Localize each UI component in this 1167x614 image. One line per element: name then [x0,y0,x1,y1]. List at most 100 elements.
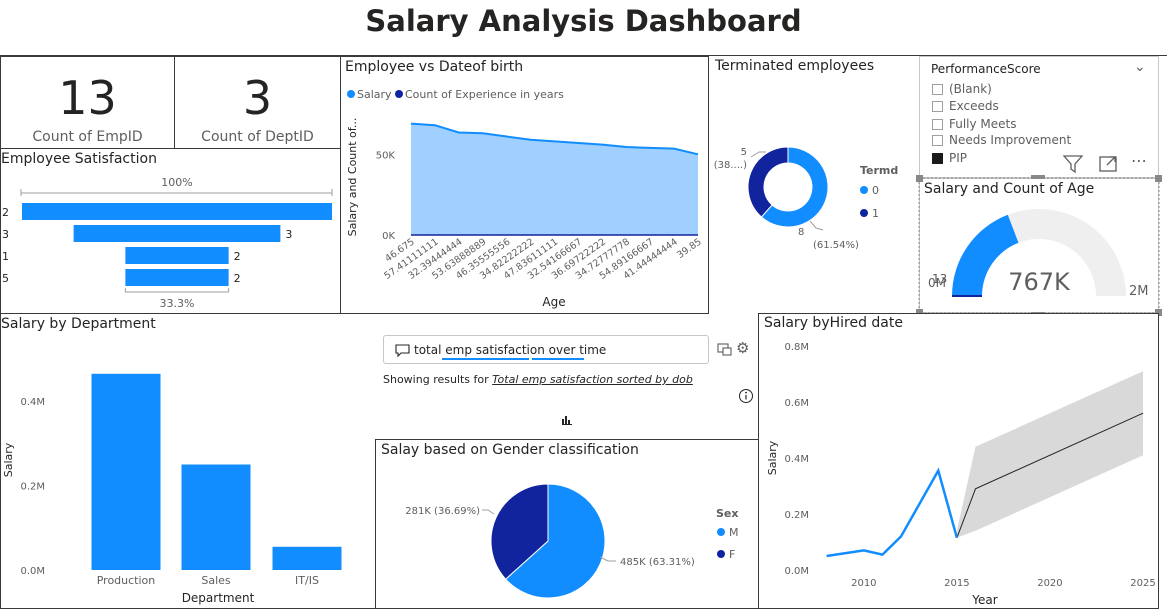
x-tick-label: 2020 [1037,578,1062,589]
x-tick-label: 2015 [944,578,969,589]
selection-frame [916,175,1162,316]
terminated-card[interactable]: Terminated employees 5 (38....) 8 (61.54%) T… [709,56,919,314]
donut-slice [747,146,789,218]
slicer-item-pip[interactable]: PIP [932,151,967,165]
funnel-value-label: 3 [285,228,292,241]
visual-type-icon [562,416,572,425]
dob-chart-title: Employee vs Dateof birth [345,59,524,75]
gauge-card[interactable]: Salary and Count of Age 767K 0M 13 2M [919,178,1159,313]
legend-marker-m [717,528,725,536]
y-tick-label: 0.2M [784,510,809,521]
slicer-item-label: Exceeds [949,99,999,113]
funnel-bar [73,225,281,242]
legend-label: 0 [872,184,879,197]
qa-showing-prefix: Showing results for [383,373,493,386]
funnel-bottom-label: 33.3% [160,297,195,310]
slicer-item-label: Needs Improvement [949,133,1072,147]
checkbox[interactable] [932,100,943,112]
legend-marker-1 [860,209,868,217]
x-axis-title: Department [182,591,255,605]
performance-slicer[interactable]: PerformanceScore ⌄ (Blank) Exceeds Fully… [919,56,1159,178]
department-chart-card[interactable]: Salary by Department 0.4M 0.2M 0.0M Product… [0,313,376,609]
kpi-card-deptid[interactable]: 3 Count of DeptID [174,56,341,149]
qa-showing-link[interactable]: Total emp satisfaction sorted by dob [492,373,693,386]
x-tick-label: Production [97,574,156,587]
y-tick-label: 0.2M [20,482,45,493]
y-tick-label: 0.4M [20,397,45,408]
funnel-bar [125,269,229,286]
slicer-item-fully-meets[interactable]: Fully Meets [932,117,1017,131]
gear-icon[interactable]: ⚙ [736,339,750,357]
chevron-down-icon[interactable]: ⌄ [1134,59,1146,75]
terminated-title: Terminated employees [715,58,875,74]
kpi-label: Count of EmpID [32,129,143,145]
qa-input[interactable]: total emp satisfaction over time [383,335,709,364]
funnel-category-label: 3 [2,228,9,241]
checkbox[interactable] [932,134,943,146]
legend-title: Termd [860,164,898,177]
qa-query-text[interactable]: total emp satisfaction over time [414,343,607,357]
y-tick-label: 0.0M [784,566,809,577]
salary-series-line [410,122,699,156]
slicer-item-needs-improvement[interactable]: Needs Improvement [932,133,1071,147]
y-tick-label: 0.4M [784,454,809,465]
gender-chart-card[interactable]: Salay based on Gender classification 281… [375,439,759,609]
gauge-value-label: 767K [1008,268,1071,296]
slicer-item-blank[interactable]: (Blank) [932,82,992,96]
salary-area [411,123,698,235]
checkbox[interactable] [932,83,943,95]
leader-line [599,556,616,562]
funnel-category-label: 1 [2,250,9,263]
checkbox[interactable] [932,152,943,164]
funnel-bar [125,247,229,264]
department-bar-chart: 0.4M 0.2M 0.0M Production Sales IT/IS Departme… [2,373,342,605]
satisfaction-title: Employee Satisfaction [1,151,157,167]
info-icon[interactable] [738,388,754,404]
filter-icon[interactable] [1062,154,1084,174]
hired-chart-card[interactable]: Salary byHired date 0.8M 0.6M 0.4M 0.2M 0.0M… [758,313,1159,609]
legend-title: Sex [716,507,738,520]
page-title: Salary Analysis Dashboard [365,4,802,38]
checkbox[interactable] [932,118,943,130]
data-label: 8 [798,227,804,238]
legend-label: F [729,548,735,561]
legend-marker-salary [347,90,355,98]
x-tick-label: IT/IS [295,574,319,587]
more-options-icon[interactable]: ⋯ [1131,151,1147,170]
satisfaction-card[interactable]: Employee Satisfaction 100% 2 3 3 1 2 5 2 33.3% [0,148,341,314]
qa-showing-results: Showing results for Total emp satisfacti… [383,373,693,386]
y-tick-label: 50K [376,150,396,161]
forecast-line [956,412,1144,538]
satisfaction-funnel-chart: 100% 2 3 3 1 2 5 2 33.3% [2,176,333,310]
legend-label: Count of Experience in years [405,88,564,101]
funnel-value-label: 2 [234,272,241,285]
data-label: 5 [741,147,747,158]
department-bar [181,464,251,570]
leader-line [482,509,495,515]
x-tick-label: 39.85 [675,236,704,261]
forecast-confidence-band [956,371,1143,538]
pie-slice [504,483,606,599]
funnel-category-label: 5 [2,272,9,285]
focus-mode-icon[interactable] [1098,154,1120,174]
dob-chart-card[interactable]: Employee vs Dateof birth Salary Count of … [340,56,709,314]
x-tick-label: Sales [201,574,231,587]
kpi-card-empid[interactable]: 13 Count of EmpID [0,56,175,149]
department-bar [272,546,342,570]
y-tick-label: 0.8M [784,342,809,353]
kpi-value: 3 [242,71,273,125]
slicer-item-label: (Blank) [949,82,992,96]
title-divider [0,55,1167,56]
legend-label: M [729,526,739,539]
chat-bubble-icon [395,344,410,358]
slicer-item-exceeds[interactable]: Exceeds [932,99,999,113]
x-axis-title: Age [542,295,565,309]
donut-slice [760,146,829,228]
gauge-value-arc [952,214,1019,296]
legend-marker-f [717,550,725,558]
slicer-item-label: PIP [949,151,968,165]
y-axis-title: Salary [2,442,15,477]
gauge-target-label: 13 [932,272,947,286]
convert-visual-icon[interactable] [717,341,733,357]
legend-label: Salary [357,88,392,101]
